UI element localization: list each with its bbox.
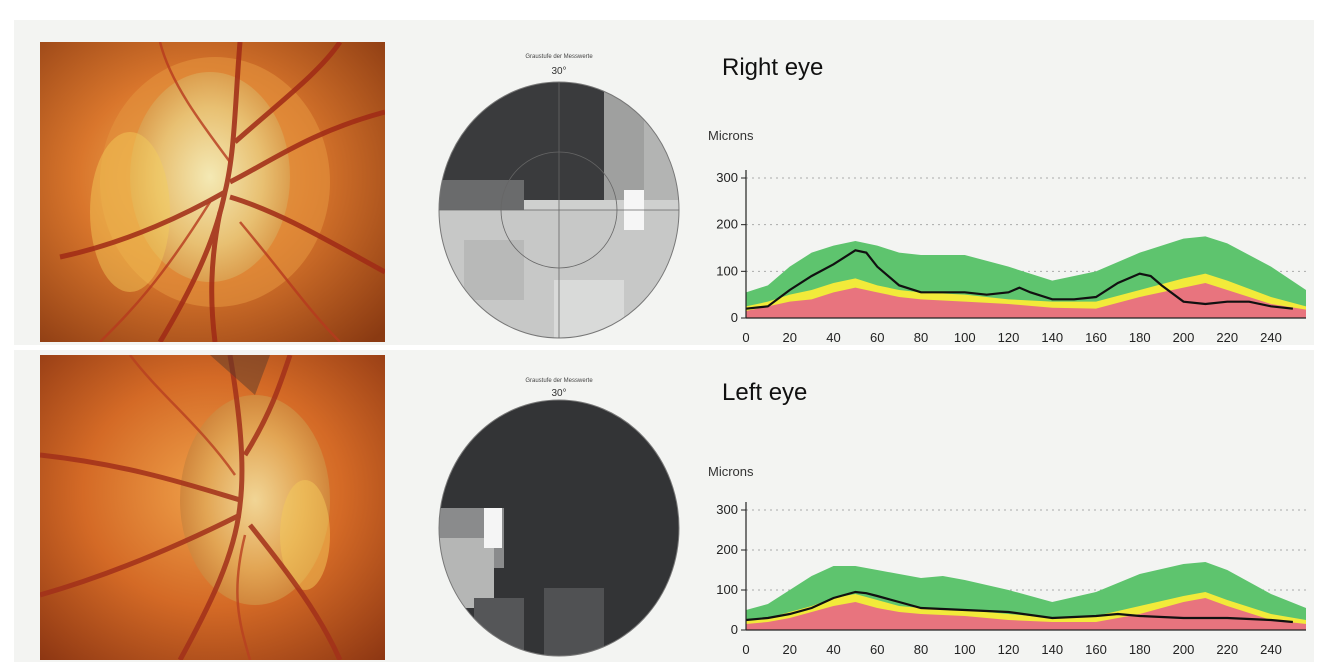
left-visual-field: Graustufe der Messwerte 30° <box>434 350 684 660</box>
y-tick-label: 200 <box>716 217 738 232</box>
left-eye-panel: Graustufe der Messwerte 30° Left eye Mic… <box>14 350 1314 662</box>
x-tick-label: 240 <box>1260 330 1282 345</box>
right-eye-title: Right eye <box>722 54 824 81</box>
x-tick-label: 0 <box>742 330 749 345</box>
panel-divider <box>14 345 1314 350</box>
x-tick-label: 140 <box>1041 330 1063 345</box>
left-rnfl-chart-svg: Microns 0 100 200 300 0 20 40 60 80 100 120 140 160 18… <box>708 464 1306 657</box>
left-rnfl-chart: Microns 0 100 200 300 0 20 40 60 80 100 120 140 160 18… <box>706 460 1306 660</box>
measurement-line-0 <box>745 590 1293 624</box>
right-rnfl-chart: Microns 0 100 200 300 0 20 40 60 80 100 120 140 160 18… <box>706 118 1306 348</box>
x-tick-label: 160 <box>1085 330 1107 345</box>
x-tick-label: 120 <box>998 330 1020 345</box>
left-eye-title: Left eye <box>722 379 808 406</box>
y-tick-label: 300 <box>716 170 738 185</box>
x-tick-label: 100 <box>954 330 976 345</box>
x-tick-label: 140 <box>1041 642 1063 657</box>
x-tick-label: 100 <box>954 642 976 657</box>
right-field-greyscale-map <box>438 81 680 339</box>
y-axis-label: Microns <box>708 128 754 143</box>
right-field-degree: 30° <box>551 66 567 77</box>
y-tick-label: 0 <box>731 310 738 325</box>
x-tick-label: 180 <box>1129 642 1151 657</box>
measurement-line-0 <box>745 249 1293 310</box>
x-tick-label: 80 <box>914 330 928 345</box>
x-tick-label: 60 <box>870 642 884 657</box>
x-tick-label: 220 <box>1216 642 1238 657</box>
x-tick-label: 180 <box>1129 330 1151 345</box>
right-visual-field: Graustufe der Messwerte 30° <box>434 20 684 340</box>
left-field-title: Graustufe der Messwerte <box>525 378 593 384</box>
x-tick-label: 40 <box>826 642 840 657</box>
x-tick-label: 60 <box>870 330 884 345</box>
y-tick-label: 100 <box>716 582 738 597</box>
y-tick-label: 0 <box>731 622 738 637</box>
right-eye-panel: Graustufe der Messwerte 30° Right <box>14 20 1314 345</box>
left-fundus-photo <box>40 355 385 660</box>
x-tick-label: 240 <box>1260 642 1282 657</box>
x-tick-label: 120 <box>998 642 1020 657</box>
x-tick-label: 0 <box>742 642 749 657</box>
left-field-degree: 30° <box>551 388 567 399</box>
x-tick-label: 20 <box>783 642 797 657</box>
y-tick-label: 300 <box>716 502 738 517</box>
y-tick-label: 200 <box>716 542 738 557</box>
y-axis-label: Microns <box>708 464 754 479</box>
x-tick-label: 200 <box>1173 330 1195 345</box>
x-tick-label: 40 <box>826 330 840 345</box>
y-tick-label: 100 <box>716 263 738 278</box>
right-field-title: Graustufe der Messwerte <box>525 54 593 60</box>
x-tick-label: 220 <box>1216 330 1238 345</box>
right-rnfl-chart-svg: Microns 0 100 200 300 0 20 40 60 80 100 120 140 160 18… <box>708 128 1306 345</box>
x-tick-label: 80 <box>914 642 928 657</box>
normative-band-2 <box>746 598 1306 630</box>
x-tick-label: 200 <box>1173 642 1195 657</box>
normative-band-2 <box>746 283 1306 318</box>
right-fundus-photo <box>40 42 385 342</box>
left-field-greyscale-map <box>438 399 680 657</box>
x-tick-label: 160 <box>1085 642 1107 657</box>
x-tick-label: 20 <box>783 330 797 345</box>
